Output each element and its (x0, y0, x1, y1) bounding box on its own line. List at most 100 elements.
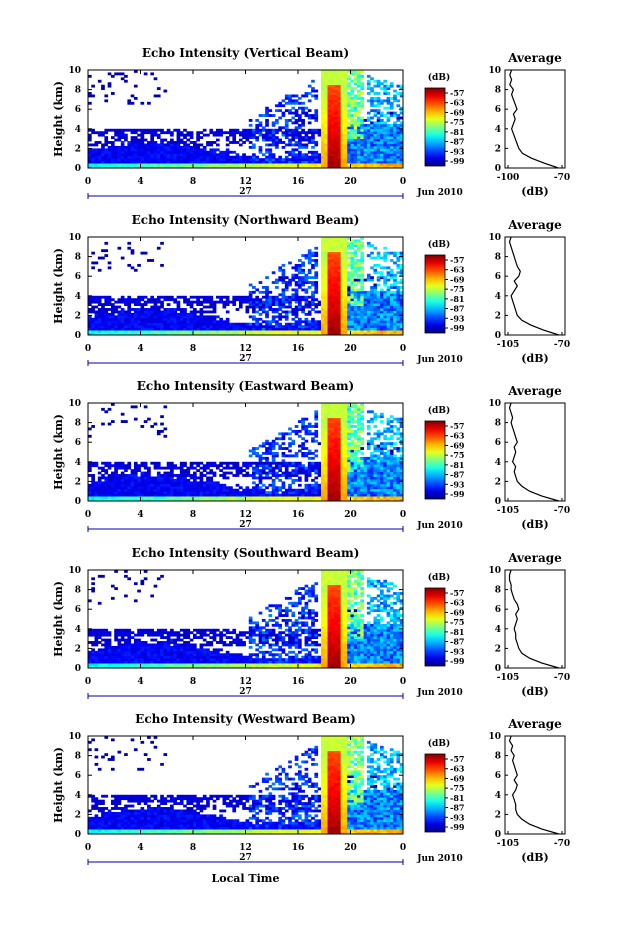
panel-3: Echo Intensity (Southward Beam)0246810He… (52, 546, 570, 699)
y-axis-label: Height (km) (52, 747, 65, 823)
profile-y-tick-label: 8 (495, 586, 501, 596)
colorbar-unit: (dB) (428, 738, 450, 749)
panel-title: Echo Intensity (Southward Beam) (132, 546, 360, 560)
x-tick-label: 16 (292, 677, 305, 687)
profile-y-tick-label: 2 (495, 144, 501, 154)
colorbar-tick-label: -81 (450, 793, 464, 803)
colorbar-tick-label: -75 (450, 783, 464, 793)
panel-4: Echo Intensity (Westward Beam)0246810Hei… (52, 712, 570, 885)
profile-title: Average (507, 551, 562, 565)
y-axis-label: Height (km) (52, 414, 65, 490)
profile-frame (504, 735, 566, 835)
month-label: Jun 2010 (416, 188, 463, 198)
colorbar (424, 587, 446, 667)
colorbar-tick-label: -57 (450, 255, 464, 265)
y-tick-label: 2 (75, 810, 81, 820)
x-tick-label: 8 (190, 344, 196, 354)
x-tick-label: 12 (239, 344, 252, 354)
profile-frame (504, 569, 566, 669)
x-tick-label: 0 (400, 843, 406, 853)
profile-y-tick-label: 4 (495, 458, 501, 468)
y-tick-label: 0 (75, 331, 81, 341)
colorbar-tick-label: -57 (450, 588, 464, 598)
colorbar-tick-label: -69 (450, 607, 465, 617)
y-tick-label: 8 (75, 253, 81, 263)
date-label: 27 (239, 354, 252, 364)
y-tick-label: 2 (75, 644, 81, 654)
colorbar-tick-label: -81 (450, 627, 464, 637)
profile-y-tick-label: 4 (495, 125, 501, 135)
y-tick-label: 4 (75, 292, 81, 302)
colorbar-tick-label: -69 (450, 107, 465, 117)
colorbar-tick-label: -93 (450, 146, 465, 156)
y-tick-label: 8 (75, 419, 81, 429)
y-tick-label: 0 (75, 830, 81, 840)
profile-x-tick-label: -70 (554, 340, 570, 350)
x-tick-label: 16 (292, 510, 305, 520)
month-label: Jun 2010 (416, 521, 463, 531)
profile-y-tick-label: 8 (495, 752, 501, 762)
heatmap (88, 237, 404, 336)
colorbar-tick-label: -69 (450, 440, 465, 450)
x-tick-label: 0 (85, 177, 91, 187)
x-tick-label: 4 (137, 177, 143, 187)
profile-y-tick-label: 4 (495, 292, 501, 302)
profile-frame (504, 69, 566, 169)
profile-x-label: (dB) (521, 851, 548, 864)
colorbar-tick-label: -99 (450, 156, 465, 166)
y-axis-label: Height (km) (52, 581, 65, 657)
profile-x-tick-label: -100 (497, 173, 520, 183)
heatmap (88, 403, 404, 502)
profile-y-tick-label: 10 (488, 233, 501, 243)
panel-0: Echo Intensity (Vertical Beam)0246810Hei… (52, 46, 570, 199)
x-tick-label: 8 (190, 177, 196, 187)
profile-y-tick-label: 4 (495, 625, 501, 635)
profile-line (508, 402, 560, 502)
date-label: 27 (239, 687, 252, 697)
y-tick-label: 6 (75, 105, 81, 115)
colorbar-tick-label: -99 (450, 822, 465, 832)
profile-x-tick-label: -70 (554, 673, 570, 683)
y-tick-label: 8 (75, 86, 81, 96)
profile-y-tick-label: 10 (488, 566, 501, 576)
x-tick-label: 20 (344, 177, 357, 187)
y-tick-label: 6 (75, 438, 81, 448)
profile-y-tick-label: 8 (495, 419, 501, 429)
profile-y-tick-label: 0 (495, 830, 501, 840)
colorbar-tick-label: -93 (450, 479, 465, 489)
y-tick-label: 10 (68, 233, 81, 243)
month-label: Jun 2010 (416, 688, 463, 698)
colorbar-tick-label: -81 (450, 294, 464, 304)
profile-y-tick-label: 2 (495, 644, 501, 654)
y-tick-label: 10 (68, 732, 81, 742)
y-tick-label: 8 (75, 586, 81, 596)
x-tick-label: 0 (85, 344, 91, 354)
y-tick-label: 4 (75, 791, 81, 801)
x-tick-label: 0 (400, 677, 406, 687)
x-tick-label: 0 (400, 510, 406, 520)
colorbar-tick-label: -93 (450, 646, 465, 656)
y-tick-label: 8 (75, 752, 81, 762)
profile-title: Average (507, 51, 562, 65)
profile-y-tick-label: 0 (495, 664, 501, 674)
profile-x-label: (dB) (521, 518, 548, 531)
colorbar-tick-label: -69 (450, 274, 465, 284)
x-tick-label: 8 (190, 843, 196, 853)
colorbar-tick-label: -99 (450, 323, 465, 333)
profile-y-tick-label: 2 (495, 477, 501, 487)
heatmap (88, 570, 404, 669)
x-tick-label: 0 (400, 344, 406, 354)
colorbar-tick-label: -63 (450, 265, 465, 275)
profile-x-tick-label: -70 (554, 173, 570, 183)
y-tick-label: 0 (75, 497, 81, 507)
x-tick-label: 12 (239, 843, 252, 853)
colorbar-tick-label: -75 (450, 617, 464, 627)
profile-title: Average (507, 218, 562, 232)
profile-y-tick-label: 6 (495, 438, 501, 448)
profile-y-tick-label: 10 (488, 732, 501, 742)
profile-title: Average (507, 384, 562, 398)
profile-title: Average (507, 717, 562, 731)
profile-x-tick-label: -105 (497, 506, 520, 516)
colorbar-unit: (dB) (428, 405, 450, 416)
